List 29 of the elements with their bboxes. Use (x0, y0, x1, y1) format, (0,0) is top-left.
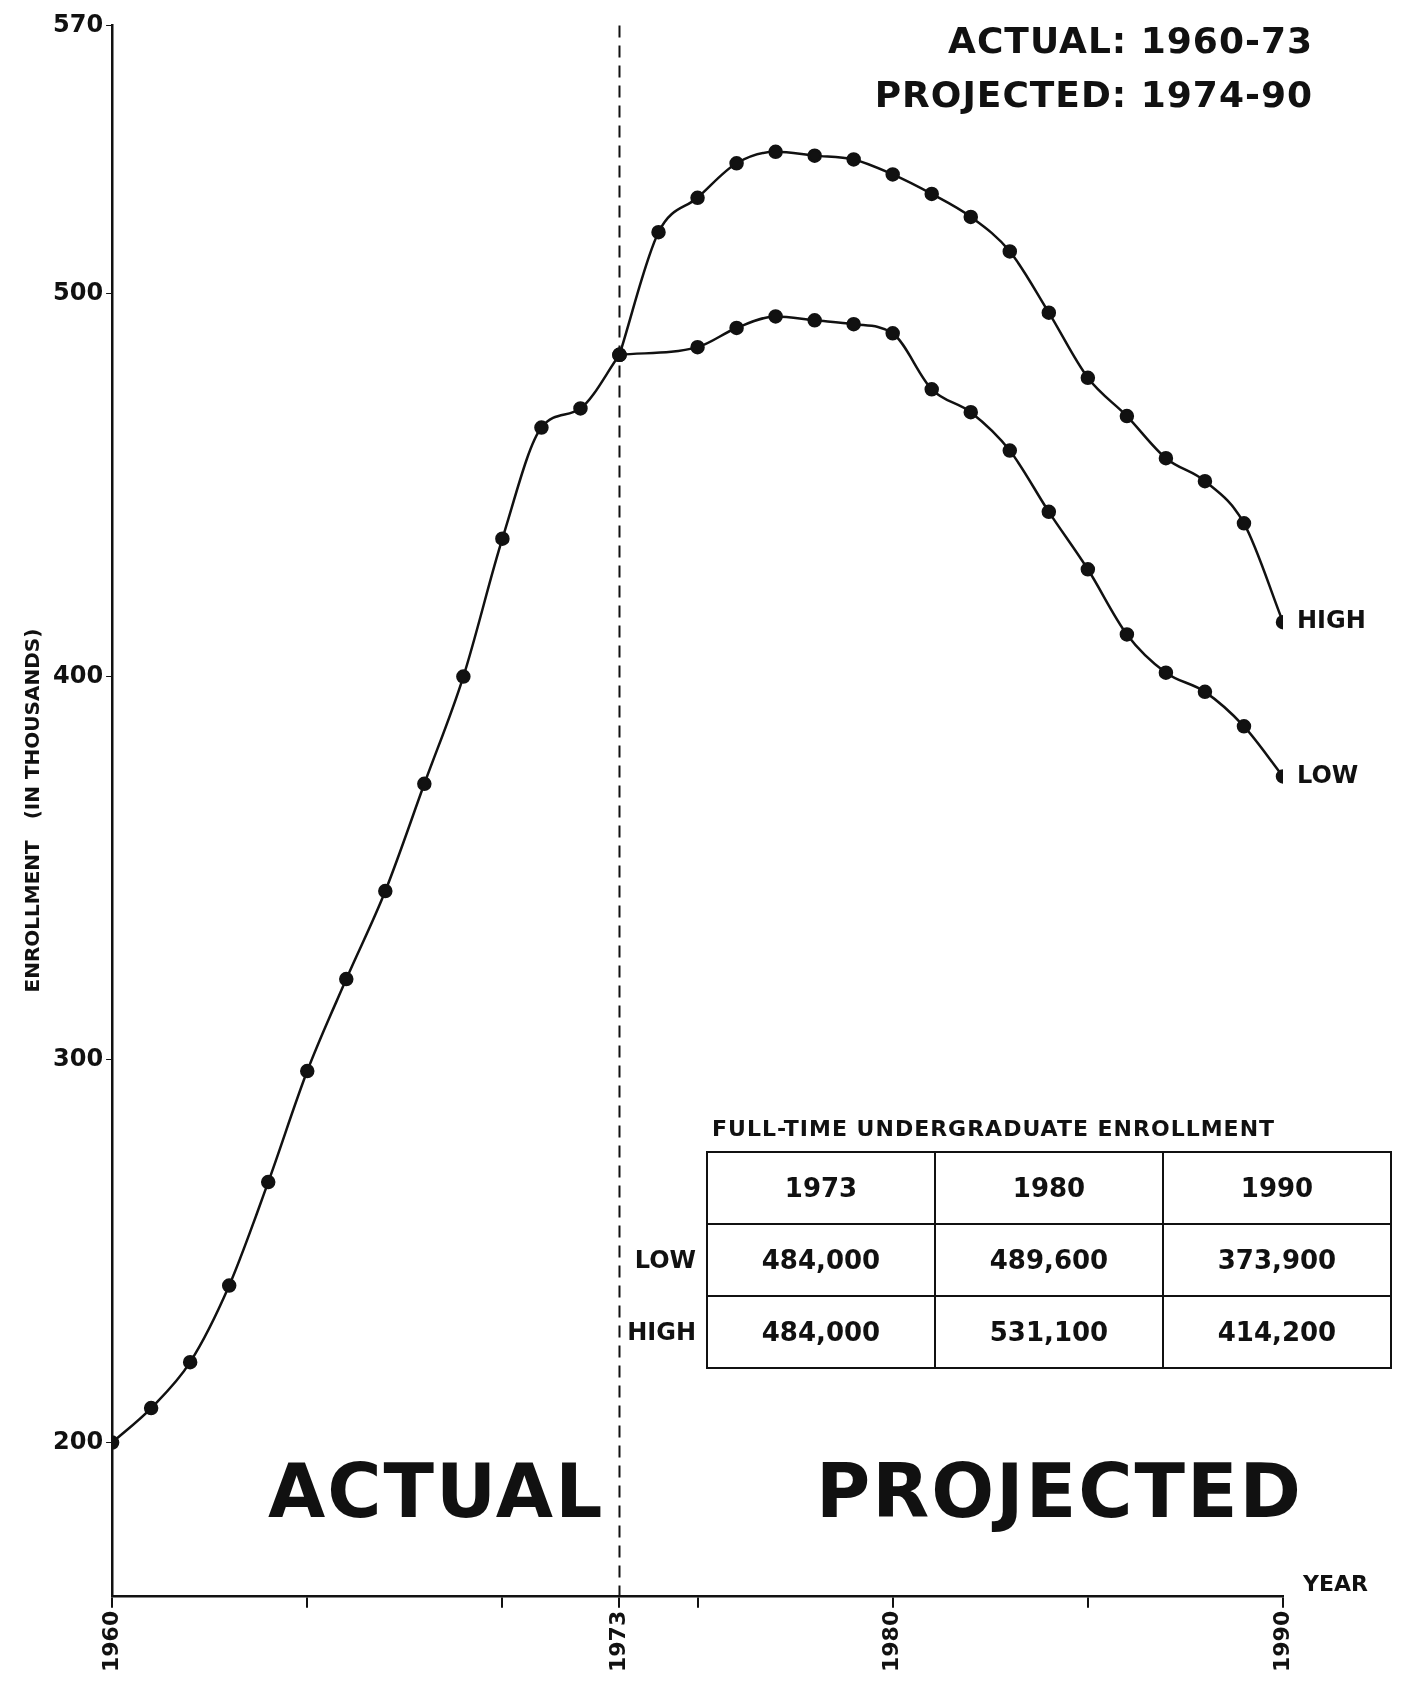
x-tick-label: 1960 (97, 1610, 123, 1672)
category-label: 1990 (1163, 1152, 1391, 1224)
annotation: ACTUAL (268, 1448, 605, 1534)
y-axis-title: ENROLLMENT (IN THOUSANDS) (20, 628, 45, 993)
y-tick-label: 570 (52, 9, 104, 38)
text: FULL-TIME UNDERGRADUATE ENROLLMENT (712, 1116, 1277, 1141)
y-tick-label: 300 (52, 1043, 104, 1072)
data-label: 531,100 (935, 1296, 1163, 1368)
annotation: PROJECTED (816, 1448, 1303, 1534)
series-label: HIGH (1297, 606, 1366, 635)
y-tick-label: 400 (52, 660, 104, 689)
data-label: 484,000 (707, 1296, 935, 1368)
annotation: ACTUAL: 1960-73 (948, 20, 1313, 61)
text: LOW (633, 1245, 697, 1276)
y-tick-label: 200 (52, 1426, 104, 1455)
category-label: 1973 (707, 1152, 935, 1224)
series-label: LOW (1297, 760, 1359, 789)
data-label: 414,200 (1163, 1296, 1391, 1368)
x-tick-label: 1980 (878, 1610, 904, 1672)
data-label: 373,900 (1163, 1224, 1391, 1296)
annotation: PROJECTED: 1974-90 (874, 74, 1313, 115)
x-axis-title: YEAR (1302, 1571, 1368, 1597)
y-tick-label: 500 (52, 277, 104, 306)
x-tick-label: 1973 (605, 1610, 631, 1672)
category-label: 1980 (935, 1152, 1163, 1224)
data-label: 489,600 (935, 1224, 1163, 1296)
x-tick-label: 1990 (1268, 1610, 1294, 1672)
data-label: 484,000 (707, 1224, 935, 1296)
text: HIGH (626, 1317, 697, 1348)
